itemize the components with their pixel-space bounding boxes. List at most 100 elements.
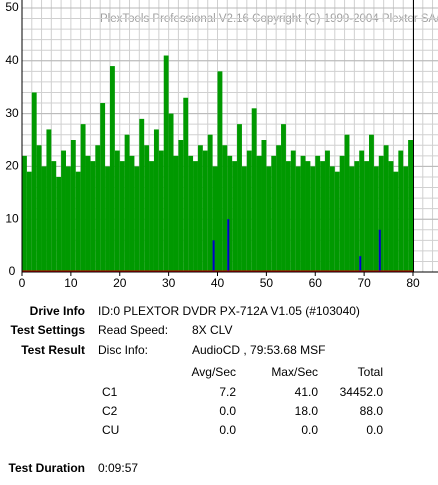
bar	[178, 140, 184, 272]
bar	[26, 171, 32, 272]
bar	[329, 166, 335, 272]
bar	[276, 145, 282, 272]
bar	[261, 140, 267, 272]
bar	[305, 161, 311, 272]
bar	[149, 161, 154, 272]
bar	[46, 129, 52, 272]
bar	[90, 161, 96, 272]
bar	[31, 92, 37, 272]
x-tick-label: 50	[260, 276, 274, 290]
bar	[202, 150, 208, 272]
bar	[168, 113, 174, 272]
x-tick-label: 60	[309, 276, 323, 290]
bar	[183, 97, 189, 272]
bar	[378, 229, 381, 272]
cell: 41.0	[295, 385, 319, 399]
bar	[359, 256, 362, 272]
cell: 0.0	[301, 423, 318, 437]
bar	[354, 161, 360, 272]
x-tick-label: 0	[19, 276, 26, 290]
bar	[251, 108, 257, 272]
bar	[241, 166, 247, 272]
cell: 0.0	[219, 404, 236, 418]
cell: 88.0	[360, 404, 384, 418]
bar	[227, 155, 233, 272]
bar	[232, 161, 238, 272]
bar	[109, 66, 115, 272]
bar	[383, 145, 389, 272]
bar	[334, 171, 340, 272]
x-tick-label: 20	[113, 276, 127, 290]
bar	[65, 166, 71, 272]
x-tick-label: 30	[162, 276, 176, 290]
bar	[364, 161, 370, 272]
value: 0:09:57	[98, 461, 138, 475]
y-tick-label: 10	[5, 211, 19, 225]
cell: 7.2	[219, 385, 236, 399]
key: Read Speed:	[98, 323, 168, 337]
bar	[222, 145, 228, 272]
key: Disc Info:	[98, 343, 148, 357]
plot	[21, 0, 438, 276]
bar	[129, 155, 135, 272]
value: 8X CLV	[192, 323, 232, 337]
column-header: Avg/Sec	[192, 365, 236, 379]
bar	[197, 145, 203, 272]
bar	[349, 166, 355, 272]
y-tick-label: 30	[5, 106, 19, 120]
label: Test Result	[21, 343, 85, 357]
bar	[100, 103, 106, 272]
bar	[373, 166, 379, 272]
bar	[290, 150, 296, 272]
value: ID:0 PLEXTOR DVDR PX-712A V1.05 (#103040…	[98, 304, 360, 318]
bar	[403, 166, 409, 272]
bar	[212, 166, 218, 272]
row-label: C2	[102, 404, 118, 418]
bar	[124, 134, 130, 272]
bar	[163, 55, 169, 272]
bar	[295, 166, 301, 272]
bar	[246, 150, 252, 272]
bar	[217, 71, 223, 272]
bar	[173, 155, 179, 272]
y-tick-label: 50	[5, 0, 19, 14]
row-label: C1	[102, 385, 118, 399]
column-header: Total	[358, 365, 383, 379]
bar	[158, 150, 164, 272]
bar	[256, 155, 262, 272]
bar	[237, 124, 242, 272]
bar	[105, 166, 110, 272]
bar	[325, 150, 330, 272]
bar	[339, 155, 345, 272]
y-tick-label: 0	[9, 264, 16, 278]
bar	[56, 176, 62, 272]
bar	[300, 155, 306, 272]
y-tick-label: 20	[5, 159, 19, 173]
bar	[398, 150, 404, 272]
x-tick-label: 80	[406, 276, 420, 290]
bar	[134, 166, 140, 272]
bar	[388, 161, 394, 272]
cell: 34452.0	[340, 385, 384, 399]
bar	[271, 155, 277, 272]
bar	[207, 134, 213, 272]
x-tick-label: 70	[357, 276, 371, 290]
bar	[51, 161, 57, 272]
cell: 0.0	[366, 423, 383, 437]
bar	[75, 171, 81, 272]
bar	[344, 134, 350, 272]
x-tick-label: 10	[64, 276, 78, 290]
bar	[119, 161, 125, 272]
bar	[281, 124, 286, 272]
bar	[153, 129, 159, 272]
bar	[36, 145, 42, 272]
bar	[95, 145, 101, 272]
bar	[369, 134, 374, 272]
bar	[80, 124, 86, 272]
label: Test Settings	[11, 323, 86, 337]
bar	[393, 171, 399, 272]
bar	[212, 240, 215, 272]
bar	[227, 219, 230, 272]
label: Test Duration	[9, 461, 85, 475]
